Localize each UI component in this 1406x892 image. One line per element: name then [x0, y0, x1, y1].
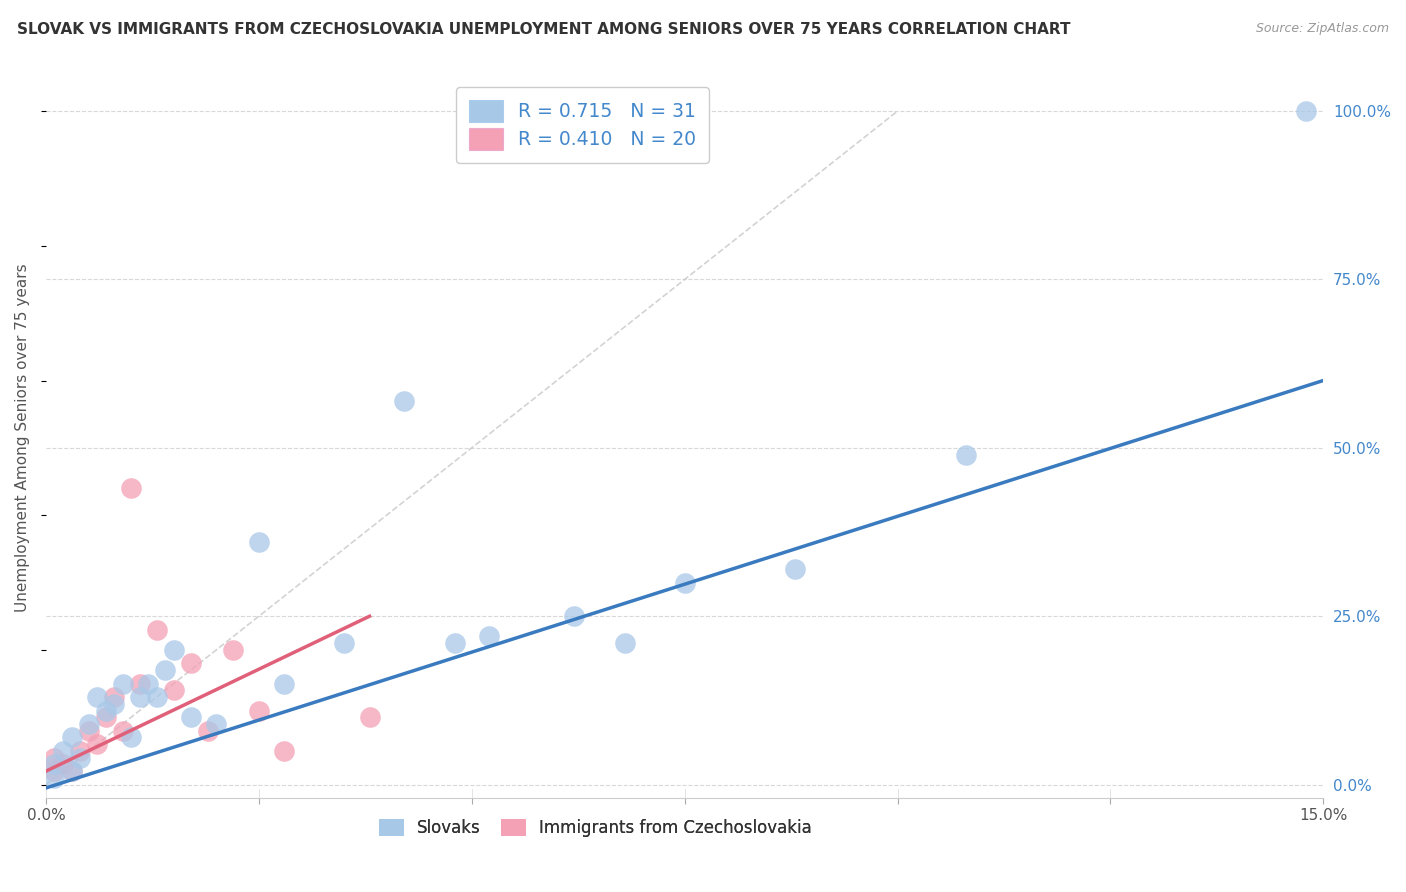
Point — [222, 643, 245, 657]
Point — [785, 562, 807, 576]
Point — [86, 737, 108, 751]
Point — [197, 723, 219, 738]
Point — [163, 643, 186, 657]
Point — [60, 731, 83, 745]
Point — [333, 636, 356, 650]
Text: Source: ZipAtlas.com: Source: ZipAtlas.com — [1256, 22, 1389, 36]
Text: SLOVAK VS IMMIGRANTS FROM CZECHOSLOVAKIA UNEMPLOYMENT AMONG SENIORS OVER 75 YEAR: SLOVAK VS IMMIGRANTS FROM CZECHOSLOVAKIA… — [17, 22, 1070, 37]
Point — [955, 448, 977, 462]
Point — [443, 636, 465, 650]
Point — [69, 744, 91, 758]
Point — [247, 704, 270, 718]
Point — [205, 717, 228, 731]
Point — [120, 731, 142, 745]
Point — [614, 636, 637, 650]
Point — [111, 676, 134, 690]
Point — [103, 690, 125, 704]
Point — [128, 690, 150, 704]
Point — [44, 764, 66, 778]
Point — [247, 535, 270, 549]
Legend: Slovaks, Immigrants from Czechoslovakia: Slovaks, Immigrants from Czechoslovakia — [373, 813, 818, 844]
Point — [478, 629, 501, 643]
Point — [86, 690, 108, 704]
Point — [180, 710, 202, 724]
Point — [77, 717, 100, 731]
Point — [94, 704, 117, 718]
Point — [52, 744, 75, 758]
Point — [1295, 104, 1317, 119]
Point — [44, 757, 66, 772]
Point — [673, 575, 696, 590]
Point — [77, 723, 100, 738]
Y-axis label: Unemployment Among Seniors over 75 years: Unemployment Among Seniors over 75 years — [15, 263, 30, 612]
Point — [145, 623, 167, 637]
Point — [120, 481, 142, 495]
Point — [145, 690, 167, 704]
Point — [136, 676, 159, 690]
Point — [52, 757, 75, 772]
Point — [111, 723, 134, 738]
Point — [180, 657, 202, 671]
Point — [359, 710, 381, 724]
Point — [392, 393, 415, 408]
Point — [103, 697, 125, 711]
Point — [60, 764, 83, 778]
Point — [273, 744, 295, 758]
Point — [562, 609, 585, 624]
Point — [44, 750, 66, 764]
Point — [163, 683, 186, 698]
Point — [69, 750, 91, 764]
Point — [44, 771, 66, 785]
Point — [273, 676, 295, 690]
Point — [153, 663, 176, 677]
Point — [94, 710, 117, 724]
Point — [128, 676, 150, 690]
Point — [60, 764, 83, 778]
